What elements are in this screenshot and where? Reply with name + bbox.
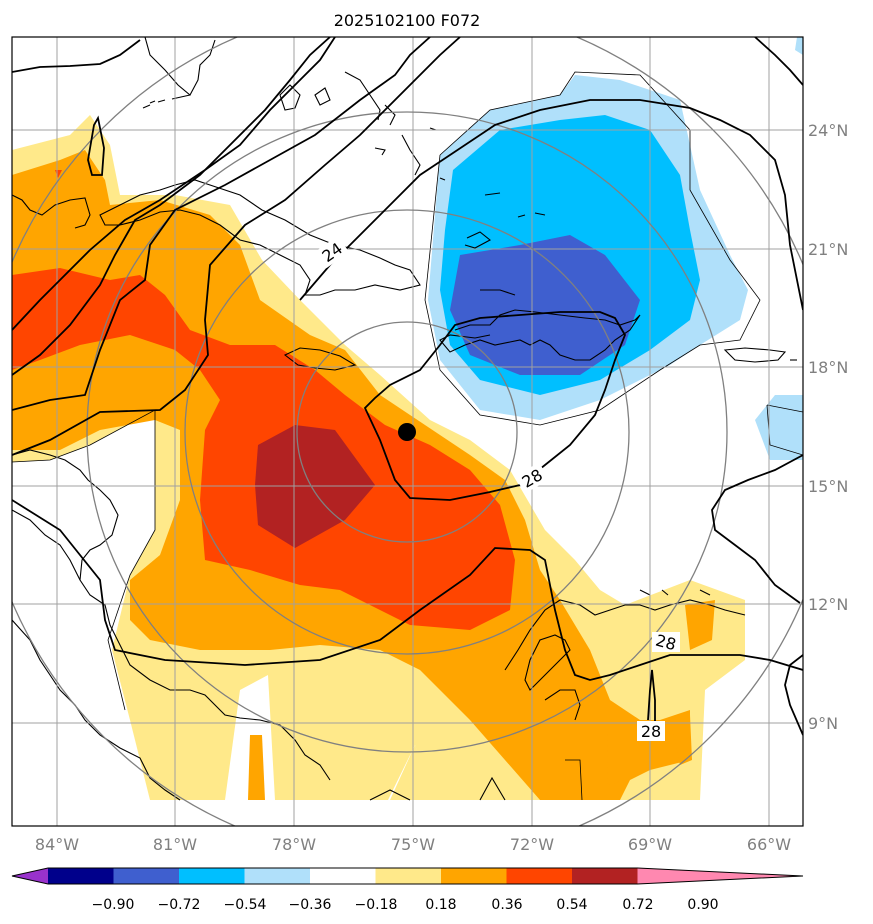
map-title: 2025102100 F072 (334, 11, 481, 30)
colorbar-segment (506, 868, 573, 884)
coastlines (12, 37, 797, 801)
contour-label-28-south: 28 (654, 631, 679, 655)
colorbar-segment (572, 868, 638, 884)
lat-label: 21°N (808, 240, 848, 259)
storm-center-marker (398, 423, 416, 441)
longitude-labels: 84°W 81°W 78°W 75°W 72°W 69°W 66°W (35, 835, 791, 854)
colorbar-segment (179, 868, 245, 884)
bold-contours (12, 37, 803, 736)
lon-label: 81°W (153, 835, 197, 854)
lon-label: 69°W (628, 835, 672, 854)
colorbar-segment (113, 868, 180, 884)
latitude-labels: 24°N 21°N 18°N 15°N 12°N 9°N (808, 121, 848, 733)
lat-label: 24°N (808, 121, 848, 140)
colorbar (11, 867, 804, 885)
lon-label: 75°W (391, 835, 435, 854)
colorbar-tick-label: −0.18 (355, 897, 398, 913)
colorbar-tick-label: −0.72 (158, 897, 201, 913)
colorbar-extend-low (12, 868, 48, 884)
colorbar-tick-label: 0.72 (622, 897, 653, 913)
colorbar-tick-label: 0.90 (687, 897, 718, 913)
lat-label: 18°N (808, 358, 848, 377)
colorbar-tick-label: −0.90 (92, 897, 135, 913)
colorbar-tick-label: −0.54 (224, 897, 267, 913)
colorbar-segment (310, 868, 376, 884)
range-rings (12, 37, 803, 826)
colorbar-extend-high (637, 868, 803, 884)
lat-label: 9°N (808, 714, 838, 733)
colorbar-segment (48, 868, 114, 884)
lat-label: 12°N (808, 595, 848, 614)
lon-label: 84°W (35, 835, 79, 854)
colorbar-tick-label: 0.18 (425, 897, 456, 913)
lat-label: 15°N (808, 477, 848, 496)
lon-label: 72°W (510, 835, 554, 854)
positive-anomaly-fill (12, 115, 745, 800)
colorbar-tick-label: 0.36 (491, 897, 522, 913)
colorbar-segment (375, 868, 442, 884)
colorbar-tick-label: 0.54 (556, 897, 587, 913)
colorbar-labels: −0.90 −0.72 −0.54 −0.36 −0.18 0.18 0.36 … (92, 897, 719, 913)
colorbar-segment (441, 868, 507, 884)
lon-label: 66°W (747, 835, 791, 854)
map-frame (11, 36, 804, 827)
colorbar-tick-label: −0.36 (289, 897, 332, 913)
colorbar-outline (11, 867, 804, 885)
lon-label: 78°W (272, 835, 316, 854)
negative-anomaly-fill (428, 37, 803, 460)
colorbar-segment (244, 868, 311, 884)
contour-label-28-bottom: 28 (641, 722, 661, 741)
